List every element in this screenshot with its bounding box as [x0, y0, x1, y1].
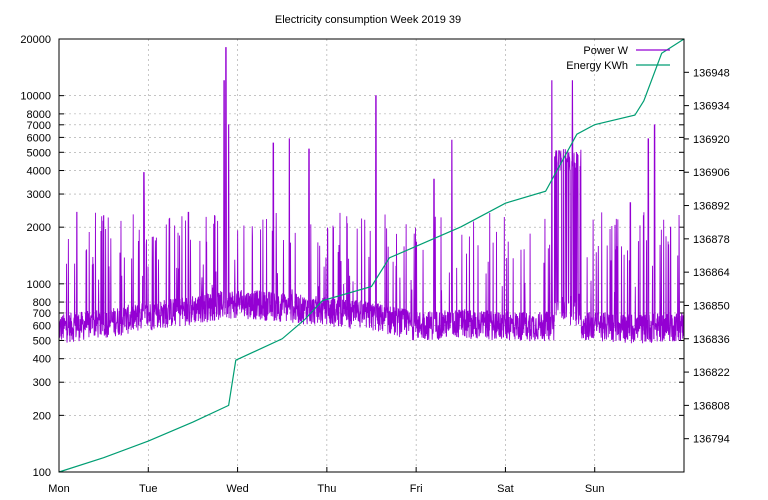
y-tick-label: 400 [33, 354, 51, 366]
y-tick-label: 200 [33, 410, 51, 422]
y-tick-label: 300 [33, 377, 51, 389]
y2-tick-label: 136920 [693, 134, 730, 146]
x-tick-label: Tue [139, 483, 158, 495]
y2-tick-label: 136892 [693, 201, 730, 213]
y-tick-label: 7000 [27, 120, 51, 132]
y2-tick-label: 136850 [693, 300, 730, 312]
y-tick-label: 4000 [27, 166, 51, 178]
energy-series-line [58, 38, 685, 473]
y2-tick-label: 136878 [693, 234, 730, 246]
chart-title: Electricity consumption Week 2019 39 [275, 14, 461, 26]
y-tick-label: 3000 [27, 189, 51, 201]
y-tick-label: 2000 [27, 222, 51, 234]
x-tick-label: Sun [585, 483, 605, 495]
legend: Power W Energy KWh [566, 45, 670, 72]
legend-label-energy: Energy KWh [566, 60, 628, 72]
y-tick-label: 800 [33, 297, 51, 309]
y2-axis-ticks: 136794 136808 136822 136836 136850 136864 1368… [684, 67, 730, 446]
y2-tick-label: 136864 [693, 267, 730, 279]
x-tick-label: Wed [226, 483, 248, 495]
plot-frame [58, 38, 685, 473]
y-tick-label: 6000 [27, 132, 51, 144]
y2-tick-label: 136794 [693, 434, 730, 446]
y-tick-label: 700 [33, 308, 51, 320]
y-tick-label: 8000 [27, 109, 51, 121]
y2-tick-label: 136948 [693, 67, 730, 79]
y2-tick-label: 136808 [693, 400, 730, 412]
y-tick-label: 100 [33, 467, 51, 479]
y-tick-label: 10000 [20, 91, 51, 103]
x-tick-label: Sat [497, 483, 514, 495]
x-axis-ticks: Mon Tue Wed Thu Fri Sat Sun [48, 467, 605, 495]
y-tick-label: 20000 [20, 34, 51, 46]
y-tick-label: 500 [33, 335, 51, 347]
legend-label-power: Power W [583, 45, 628, 57]
y2-tick-label: 136836 [693, 334, 730, 346]
y2-tick-label: 136822 [693, 367, 730, 379]
x-tick-label: Fri [410, 483, 423, 495]
power-series-line [58, 47, 685, 344]
x-tick-label: Thu [317, 483, 336, 495]
y-tick-label: 600 [33, 321, 51, 333]
y2-tick-label: 136934 [693, 101, 730, 113]
y-tick-label: 5000 [27, 147, 51, 159]
y-tick-label: 1000 [27, 279, 51, 291]
x-tick-label: Mon [48, 483, 69, 495]
series-layer [58, 38, 685, 473]
grid-lines [58, 38, 684, 473]
y2-tick-label: 136906 [693, 167, 730, 179]
